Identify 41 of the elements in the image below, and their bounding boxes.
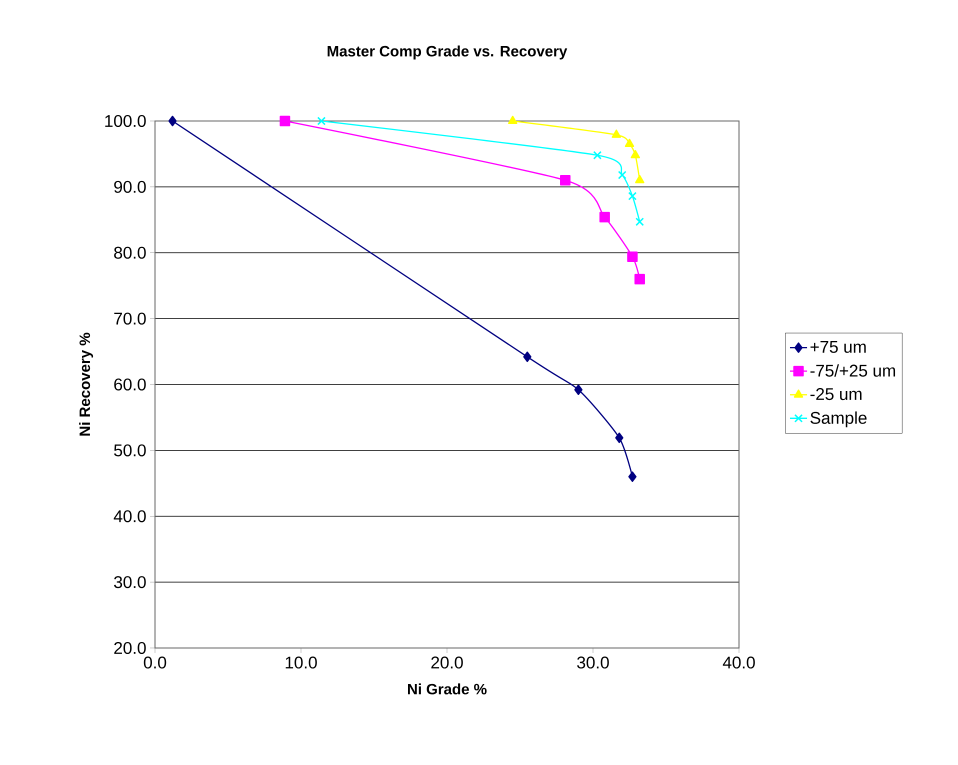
y-axis-title: Ni Recovery %	[79, 332, 94, 436]
legend-label: +75 um	[810, 341, 866, 353]
point	[615, 432, 624, 444]
y-tick-label: 20.0	[114, 642, 146, 654]
legend-label: -25 um	[810, 388, 862, 400]
point	[630, 150, 640, 158]
y-tick-label: 30.0	[114, 576, 146, 588]
point	[628, 192, 637, 200]
legend-label: -75/+25 um	[810, 364, 896, 377]
point	[508, 116, 518, 124]
point	[599, 212, 610, 222]
y-tick-label: 40.0	[114, 510, 146, 522]
point	[635, 175, 644, 184]
point	[624, 138, 634, 148]
y-tick-label: 90.0	[114, 180, 146, 193]
point	[612, 130, 622, 138]
point	[280, 116, 290, 126]
y-tick-label: 70.0	[114, 312, 146, 325]
point	[168, 116, 177, 126]
y-tick-label: 100.0	[105, 114, 146, 128]
point	[627, 251, 638, 262]
x-tick-label: 0.0	[144, 656, 166, 669]
point	[593, 150, 602, 160]
point	[635, 218, 644, 226]
point	[523, 352, 532, 362]
y-tick-label: 50.0	[114, 444, 146, 456]
x-axis-title: Ni Grade %	[408, 683, 487, 694]
point	[574, 384, 583, 396]
point	[618, 170, 626, 180]
legend-label: Sample	[810, 411, 867, 428]
x-tick-label: 10.0	[286, 656, 317, 669]
y-tick-label: 60.0	[114, 378, 146, 391]
point	[560, 175, 571, 186]
chart-title: Master Comp Grade vs. Recovery	[328, 45, 568, 60]
point	[628, 471, 637, 482]
x-tick-label: 20.0	[431, 656, 463, 669]
y-tick-label: 80.0	[114, 246, 146, 259]
point	[634, 274, 645, 284]
x-tick-label: 40.0	[722, 656, 755, 669]
point	[317, 116, 326, 126]
x-tick-label: 30.0	[577, 656, 609, 669]
